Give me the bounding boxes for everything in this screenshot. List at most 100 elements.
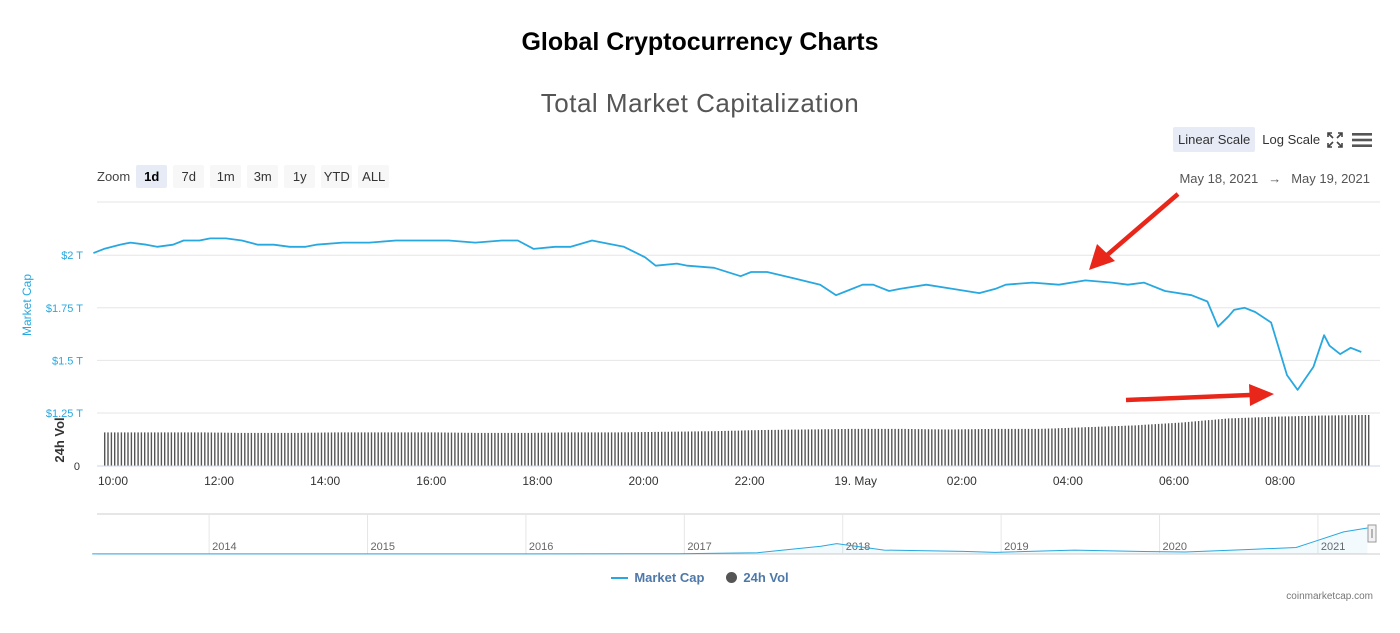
volume-bar (340, 432, 343, 466)
x-tick-label: 08:00 (1265, 474, 1295, 488)
volume-bar (647, 432, 649, 466)
volume-bar (851, 428, 853, 466)
volume-bar (791, 429, 793, 466)
volume-bar (520, 432, 523, 466)
volume-bar (170, 432, 173, 466)
y-tick-label: $2 T (61, 250, 83, 262)
zoom-1m-button[interactable]: 1m (210, 165, 242, 188)
volume-bar (1261, 417, 1263, 466)
zoom-ytd-button[interactable]: YTD (321, 165, 353, 188)
x-tick-label: 10:00 (98, 474, 128, 488)
volume-bar (824, 429, 826, 466)
volume-bar (1004, 428, 1006, 466)
navigator-chart[interactable]: 20142015201620172018201920202021 (0, 508, 1400, 568)
volume-bar (967, 429, 970, 466)
volume-bar (120, 432, 123, 466)
volume-bar (661, 431, 663, 466)
volume-bar (1021, 428, 1023, 466)
volume-bar (487, 432, 489, 466)
volume-bar (490, 432, 493, 466)
volume-bar (557, 432, 559, 466)
zoom-all-button[interactable]: ALL (358, 165, 390, 188)
volume-bar (1348, 415, 1350, 466)
fullscreen-icon[interactable] (1326, 131, 1344, 149)
volume-bar (367, 432, 369, 466)
volume-bar (754, 430, 756, 466)
zoom-7d-button[interactable]: 7d (173, 165, 205, 188)
legend-24h-vol[interactable]: 24h Vol (726, 570, 789, 585)
volume-bar (634, 432, 636, 466)
volume-bar (684, 431, 686, 466)
volume-bar (350, 432, 353, 466)
zoom-3m-button[interactable]: 3m (247, 165, 279, 188)
navigator-line (92, 527, 1368, 555)
volume-bar (974, 429, 976, 466)
zoom-1d-button[interactable]: 1d (136, 165, 168, 188)
volume-bar (187, 432, 189, 466)
volume-bar (517, 432, 519, 466)
volume-bar (1298, 416, 1300, 466)
volume-bar (721, 431, 723, 466)
volume-bar (1087, 427, 1090, 466)
legend-market-cap[interactable]: Market Cap (611, 570, 704, 585)
volume-bar (731, 430, 733, 466)
volume-bar (1191, 421, 1193, 466)
volume-bar (414, 432, 416, 466)
volume-bar (1241, 417, 1243, 466)
volume-bar (607, 432, 609, 466)
volume-bar (224, 432, 226, 466)
market-cap-line[interactable] (93, 237, 1362, 391)
volume-bar (947, 429, 950, 466)
volume-bar (324, 432, 326, 466)
volume-bar (1047, 428, 1050, 466)
volume-bar (1111, 426, 1113, 466)
legend-24h-vol-label: 24h Vol (743, 570, 789, 585)
main-chart[interactable]: $1.25 T $1.5 T $1.75 T $2 T 0 10:00 12:00 14:00… (0, 0, 1400, 500)
volume-bar (1057, 428, 1060, 466)
volume-bar (304, 432, 306, 466)
volume-bar (657, 431, 659, 466)
x-tick-label: 04:00 (1053, 474, 1083, 488)
date-range-display: May 18, 2021 → May 19, 2021 (1179, 171, 1370, 186)
volume-bar (1251, 417, 1253, 466)
zoom-1y-button[interactable]: 1y (284, 165, 316, 188)
volume-bar (330, 432, 333, 466)
volume-bar (971, 429, 973, 466)
volume-bar (250, 432, 253, 466)
volume-bar (691, 431, 693, 466)
volume-bar (547, 432, 549, 466)
volume-bar (931, 429, 933, 466)
volume-bar (741, 430, 743, 466)
volume-bar (704, 431, 706, 466)
legend-market-cap-label: Market Cap (634, 570, 705, 585)
volume-bar (434, 432, 436, 466)
volume-bar (1051, 428, 1053, 466)
volume-bar (1364, 415, 1367, 466)
legend-24h-vol-swatch (726, 572, 738, 583)
log-scale-button[interactable]: Log Scale (1257, 127, 1326, 152)
range-to-date[interactable]: May 19, 2021 (1291, 171, 1370, 186)
volume-bar (294, 432, 296, 466)
volume-bar (1034, 428, 1036, 466)
volume-bar (584, 432, 586, 466)
volume-bar (164, 432, 166, 466)
volume-bar (1081, 427, 1083, 466)
hamburger-menu-icon[interactable] (1352, 131, 1372, 149)
volume-bar (1077, 427, 1080, 466)
volume-bar (1091, 427, 1093, 466)
volume-bar (1037, 428, 1040, 466)
range-from-date[interactable]: May 18, 2021 (1179, 171, 1259, 186)
volume-bar (1124, 425, 1126, 466)
volume-bar (744, 430, 746, 466)
volume-bar (827, 429, 830, 466)
volume-bar (1234, 418, 1236, 466)
volume-bar (470, 432, 473, 466)
volume-bar (177, 432, 179, 466)
scale-toggle: Linear Scale Log Scale (1173, 127, 1326, 152)
x-tick-label: 22:00 (735, 474, 765, 488)
volume-bar (430, 432, 433, 466)
linear-scale-button[interactable]: Linear Scale (1173, 127, 1256, 152)
volume-bar (620, 432, 623, 466)
navigator-year-label: 2015 (371, 541, 395, 553)
volume-bar (891, 428, 893, 466)
